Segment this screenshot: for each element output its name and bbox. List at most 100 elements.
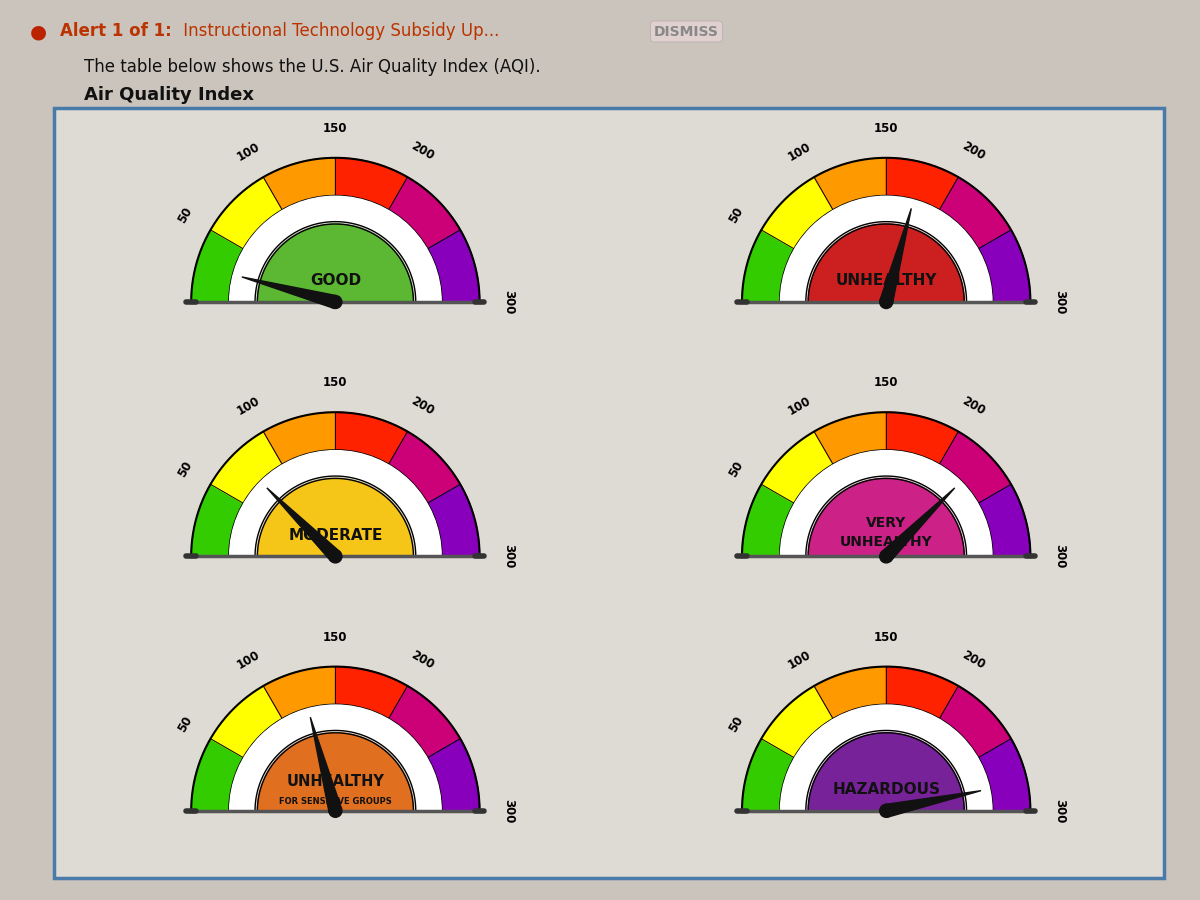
Wedge shape xyxy=(780,451,992,556)
Circle shape xyxy=(880,295,893,309)
Text: 100: 100 xyxy=(235,140,263,163)
Text: The table below shows the U.S. Air Quality Index (AQI).: The table below shows the U.S. Air Quali… xyxy=(84,58,541,76)
Wedge shape xyxy=(761,431,833,503)
Wedge shape xyxy=(263,667,336,719)
Text: MODERATE: MODERATE xyxy=(288,527,383,543)
Wedge shape xyxy=(808,733,965,811)
Text: Alert 1 of 1:: Alert 1 of 1: xyxy=(60,22,172,40)
Text: 150: 150 xyxy=(874,122,899,135)
Wedge shape xyxy=(886,158,959,210)
Wedge shape xyxy=(780,196,992,302)
Polygon shape xyxy=(311,717,342,813)
Wedge shape xyxy=(336,667,408,719)
Text: ●: ● xyxy=(30,22,47,41)
Text: 150: 150 xyxy=(323,376,348,389)
Wedge shape xyxy=(229,705,442,811)
Wedge shape xyxy=(336,412,408,464)
Text: 100: 100 xyxy=(786,649,814,672)
Text: DISMISS: DISMISS xyxy=(654,24,719,39)
Wedge shape xyxy=(814,412,886,464)
Wedge shape xyxy=(336,158,408,210)
Text: 300: 300 xyxy=(1054,798,1067,823)
Text: 150: 150 xyxy=(323,122,348,135)
Text: 200: 200 xyxy=(408,394,436,418)
Text: 300: 300 xyxy=(503,290,516,314)
Wedge shape xyxy=(808,479,965,556)
Wedge shape xyxy=(780,705,992,811)
Text: GOOD: GOOD xyxy=(310,274,361,288)
Wedge shape xyxy=(814,158,886,210)
Text: FOR SENSITIVE GROUPS: FOR SENSITIVE GROUPS xyxy=(280,796,391,806)
Text: HAZARDOUS: HAZARDOUS xyxy=(833,782,941,797)
Polygon shape xyxy=(241,277,337,309)
Text: VERY: VERY xyxy=(866,517,906,530)
Wedge shape xyxy=(389,177,461,248)
Wedge shape xyxy=(978,484,1031,556)
Wedge shape xyxy=(427,230,480,302)
Polygon shape xyxy=(880,209,911,303)
Circle shape xyxy=(329,295,342,309)
Text: 150: 150 xyxy=(874,631,899,644)
Text: 50: 50 xyxy=(175,205,194,226)
Polygon shape xyxy=(882,488,955,561)
Polygon shape xyxy=(266,488,340,561)
Text: 50: 50 xyxy=(175,459,194,480)
Wedge shape xyxy=(229,196,442,302)
Wedge shape xyxy=(210,177,282,248)
Text: 200: 200 xyxy=(959,649,986,672)
Wedge shape xyxy=(427,739,480,811)
Wedge shape xyxy=(210,431,282,503)
Circle shape xyxy=(880,550,893,562)
Text: UNHEALTHY: UNHEALTHY xyxy=(840,536,932,549)
Text: 200: 200 xyxy=(408,140,436,163)
Wedge shape xyxy=(229,451,442,556)
Text: 300: 300 xyxy=(503,798,516,823)
Wedge shape xyxy=(191,484,244,556)
Wedge shape xyxy=(263,158,336,210)
Text: 200: 200 xyxy=(959,140,986,163)
Text: 300: 300 xyxy=(1054,544,1067,569)
Wedge shape xyxy=(742,230,794,302)
Text: 100: 100 xyxy=(235,649,263,672)
Wedge shape xyxy=(263,412,336,464)
Text: 200: 200 xyxy=(959,394,986,418)
Wedge shape xyxy=(389,431,461,503)
Text: 300: 300 xyxy=(1054,290,1067,314)
Wedge shape xyxy=(940,686,1012,758)
Text: 100: 100 xyxy=(235,394,263,418)
Wedge shape xyxy=(978,739,1031,811)
Wedge shape xyxy=(761,177,833,248)
Text: 200: 200 xyxy=(408,649,436,672)
Text: Air Quality Index: Air Quality Index xyxy=(84,86,254,104)
Text: 100: 100 xyxy=(786,140,814,163)
Wedge shape xyxy=(814,667,886,719)
Text: 50: 50 xyxy=(175,714,194,734)
Wedge shape xyxy=(886,412,959,464)
Wedge shape xyxy=(191,230,244,302)
Wedge shape xyxy=(978,230,1031,302)
Wedge shape xyxy=(940,177,1012,248)
Text: 50: 50 xyxy=(726,714,745,734)
Wedge shape xyxy=(427,484,480,556)
Text: 50: 50 xyxy=(726,205,745,226)
Wedge shape xyxy=(940,431,1012,503)
Text: UNHEALTHY: UNHEALTHY xyxy=(835,274,937,288)
Wedge shape xyxy=(257,733,414,811)
Wedge shape xyxy=(257,224,414,302)
Text: Instructional Technology Subsidy Up...: Instructional Technology Subsidy Up... xyxy=(178,22,499,40)
Polygon shape xyxy=(884,791,982,817)
Wedge shape xyxy=(257,479,414,556)
Wedge shape xyxy=(742,484,794,556)
Wedge shape xyxy=(742,739,794,811)
Wedge shape xyxy=(761,686,833,758)
Wedge shape xyxy=(886,667,959,719)
Wedge shape xyxy=(191,739,244,811)
Circle shape xyxy=(329,805,342,817)
Text: 300: 300 xyxy=(503,544,516,569)
Wedge shape xyxy=(210,686,282,758)
Wedge shape xyxy=(389,686,461,758)
Wedge shape xyxy=(808,224,965,302)
Circle shape xyxy=(329,550,342,562)
Text: UNHEALTHY: UNHEALTHY xyxy=(287,774,384,788)
Circle shape xyxy=(880,805,893,817)
